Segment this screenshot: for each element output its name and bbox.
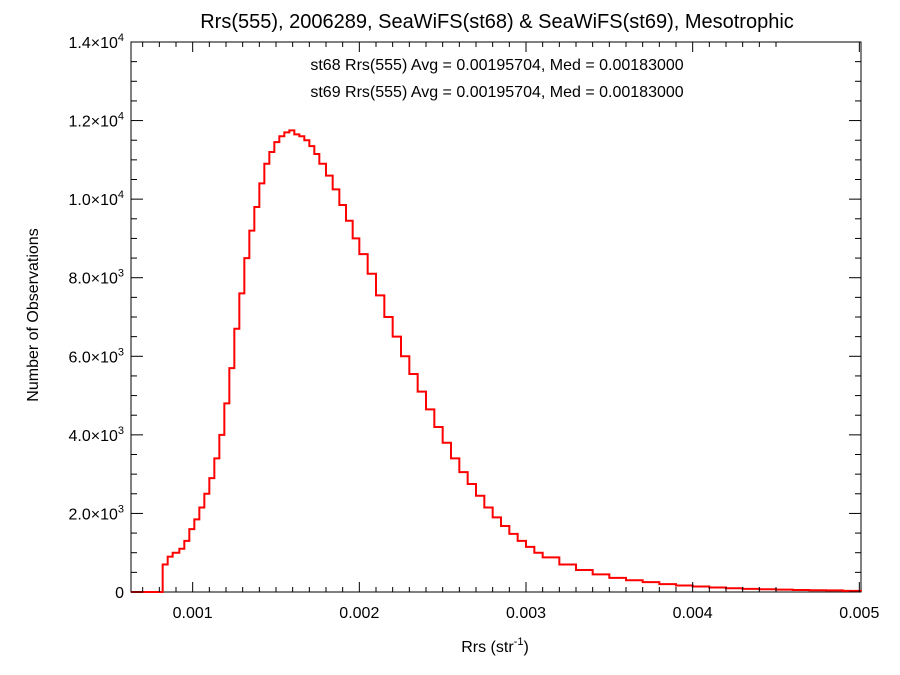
x-tick-label: 0.004 [673,605,713,622]
y-tick-label: 1.4×104 [68,32,124,52]
series-line [131,129,862,593]
x-tick-label: 0.002 [339,605,379,622]
x-tick-label: 0.001 [173,605,213,622]
y-tick-label: 8.0×103 [68,268,124,288]
annotation-st69: st69 Rrs(555) Avg = 0.00195704, Med = 0.… [310,84,683,101]
x-tick-label: 0.003 [506,605,546,622]
x-axis: 0.001 0.002 0.003 0.004 0.005 [142,42,879,622]
x-axis-label: Rrs (str-1) [461,636,529,656]
y-tick-label: 1.0×104 [68,189,124,209]
y-axis: 0 2.0×103 4.0×103 6.0×103 8.0×103 1.0×104 1.2×… [68,32,861,602]
series-st69 [131,129,862,593]
x-tick-label: 0.005 [839,605,879,622]
x-axis-label-close: ) [523,639,528,656]
plot-frame [130,41,862,593]
y-tick-label: 6.0×103 [68,346,124,366]
chart-title: Rrs(555), 2006289, SeaWiFS(st68) & SeaWi… [200,11,794,33]
y-axis-label: Number of Observations [25,228,42,401]
x-axis-label-text: Rrs (str [461,639,514,656]
y-tick-label: 2.0×103 [68,503,124,523]
x-axis-label-exponent: -1 [514,636,524,648]
y-tick-label: 0 [115,585,124,602]
y-tick-label: 1.2×104 [68,111,124,131]
annotation-st68: st68 Rrs(555) Avg = 0.00195704, Med = 0.… [310,57,683,74]
y-tick-label: 4.0×103 [68,425,124,445]
plot-border [130,41,862,593]
